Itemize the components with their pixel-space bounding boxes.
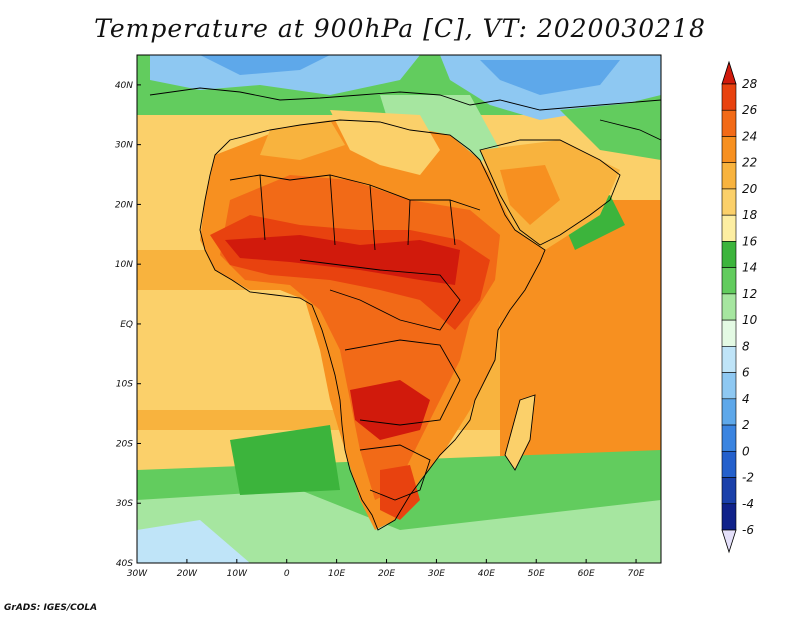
plot-frame: [136, 54, 662, 564]
lat-tick-label: 10N: [115, 260, 133, 270]
colorbar-label: 8: [742, 339, 750, 353]
colorbar-label: 22: [742, 156, 757, 170]
lon-tick-label: 30W: [127, 569, 148, 579]
colorbar-label: 4: [742, 392, 750, 406]
temperature-field: [137, 55, 661, 563]
lon-tick-label: 40E: [478, 569, 495, 579]
colorbar-swatch: [721, 424, 737, 452]
colorbar-label: 18: [742, 208, 758, 222]
colorbar-min-arrow: [721, 529, 737, 554]
lat-tick-label: 20S: [116, 439, 133, 449]
lat-tick-label: 40S: [116, 559, 133, 569]
colorbar-label: 2: [742, 418, 750, 432]
coastlines: [149, 87, 661, 531]
lon-tick-label: 20W: [177, 569, 198, 579]
colorbar-label: -4: [742, 497, 754, 511]
colorbar-swatch: [721, 214, 737, 242]
colorbar-swatch: [721, 372, 737, 400]
lon-tick-label: 10W: [227, 569, 248, 579]
colorbar-label: 12: [742, 287, 757, 301]
colorbar-label: 6: [742, 366, 750, 380]
colorbar-label: 26: [742, 103, 758, 117]
colorbar-label: 28: [742, 77, 758, 91]
lat-tick-label: 30N: [115, 141, 133, 151]
lat-tick-label: 20N: [115, 200, 133, 210]
lat-tick-label: 40N: [115, 81, 133, 91]
colorbar-swatch: [721, 398, 737, 426]
colorbar-label: 16: [742, 234, 758, 248]
longitude-axis: 30W 20W 10W 0 10E 20E 30E 40E 50E 60E 70E: [127, 559, 645, 579]
lon-tick-label: 50E: [528, 569, 545, 579]
lon-tick-label: 20E: [378, 569, 395, 579]
colorbar-swatch: [721, 241, 737, 268]
lat-tick-label: EQ: [120, 320, 133, 330]
colorbar-swatch: [721, 450, 737, 478]
lat-tick-label: 30S: [116, 499, 133, 509]
grads-credit: GrADS: IGES/COLA: [4, 603, 98, 613]
colorbar-label: 10: [742, 313, 758, 327]
lon-tick-label: 30E: [428, 569, 445, 579]
map-figure: 30W 20W 10W 0 10E 20E 30E 40E 50E 60E 70E 40N30N20…: [115, 54, 758, 579]
lon-tick-label: 0: [284, 569, 290, 579]
colorbar-label: 24: [742, 129, 757, 143]
colorbar-swatch: [721, 162, 737, 190]
lon-tick-label: 70E: [627, 569, 644, 579]
lat-tick-label: 10S: [116, 380, 133, 390]
colorbar-label: 0: [742, 444, 750, 458]
colorbar-swatch: [721, 503, 737, 531]
lon-tick-label: 10E: [328, 569, 345, 579]
colorbar-swatch: [721, 188, 737, 216]
latitude-axis: 40N 30N 20N 10N EQ 10S 20S 30S 40S: [115, 81, 141, 569]
lon-tick-label: 60E: [578, 569, 595, 579]
colorbar-swatch: [721, 293, 737, 321]
colorbar-swatch: [721, 319, 737, 347]
colorbar-swatch: [721, 267, 737, 295]
colorbar-swatch: [721, 346, 737, 373]
colorbar-label: 20: [742, 182, 758, 196]
colorbar-swatch: [721, 83, 737, 111]
colorbar-max-arrow: [721, 60, 737, 85]
colorbar-label: -2: [742, 471, 754, 485]
map-title: Temperature at 900hPa [C], VT: 202003021…: [94, 14, 706, 43]
colorbar-swatch: [721, 136, 737, 164]
colorbar-swatch: [721, 477, 737, 505]
colorbar-label: 14: [742, 261, 757, 275]
colorbar-label: -6: [742, 523, 754, 537]
colorbar-swatch: [721, 109, 737, 137]
